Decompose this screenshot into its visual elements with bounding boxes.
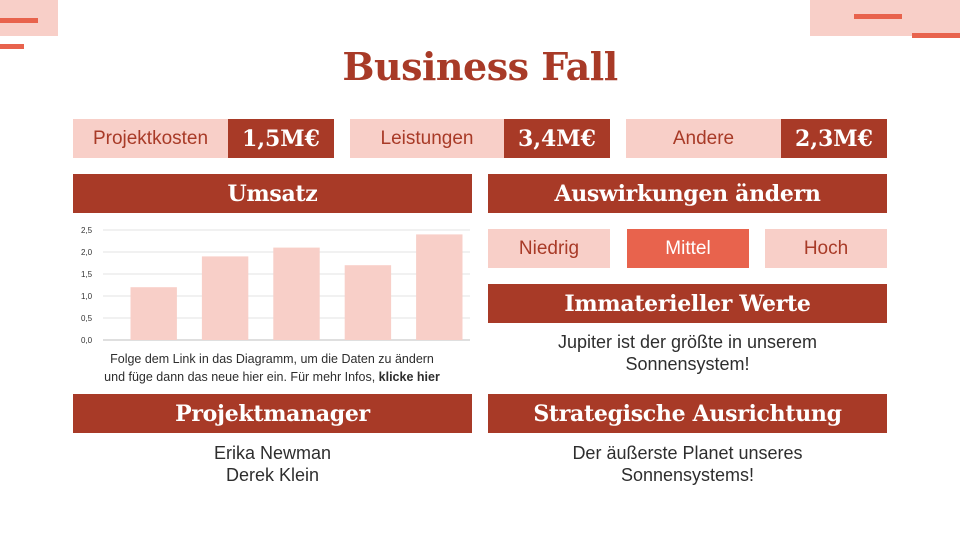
chart-bar bbox=[344, 265, 392, 340]
kpi-label-projektkosten: Projektkosten bbox=[73, 119, 228, 158]
y-tick-label: 0,0 bbox=[81, 336, 93, 345]
impact-option-niedrig[interactable]: Niedrig bbox=[488, 229, 610, 268]
kpi-value-leistungen: 3,4M€ bbox=[504, 119, 610, 158]
chart-bar bbox=[273, 247, 320, 340]
strategisch-line: Der äußerste Planet unseres bbox=[572, 443, 803, 463]
y-tick-label: 1,5 bbox=[81, 270, 93, 279]
y-tick-label: 0,5 bbox=[81, 314, 93, 323]
corner-line-top-left-2 bbox=[0, 44, 24, 49]
chart-note-line2: und füge dann das neue hier ein. Für meh… bbox=[104, 370, 379, 384]
kpi-value-projektkosten: 1,5M€ bbox=[228, 119, 334, 158]
strategisch-line: Sonnensystems! bbox=[620, 465, 755, 485]
manager-list: Erika Newman Derek Klein bbox=[73, 442, 472, 486]
section-header-strategisch: Strategische Ausrichtung bbox=[488, 394, 887, 433]
kpi-label-leistungen: Leistungen bbox=[350, 119, 504, 158]
section-header-umsatz: Umsatz bbox=[73, 174, 472, 213]
corner-line-top-left-1 bbox=[0, 18, 38, 23]
corner-line-top-right-2 bbox=[912, 33, 960, 38]
chart-note-line1: Folge dem Link in das Diagramm, um die D… bbox=[110, 352, 434, 366]
corner-line-top-right-1 bbox=[854, 14, 902, 19]
chart-bar bbox=[130, 287, 177, 340]
y-tick-label: 2,0 bbox=[81, 248, 93, 257]
manager-name: Erika Newman bbox=[213, 443, 332, 463]
impact-option-mittel[interactable]: Mittel bbox=[627, 229, 749, 268]
kpi-label-andere: Andere bbox=[626, 119, 781, 158]
y-tick-label: 1,0 bbox=[81, 292, 93, 301]
immateriell-text: Jupiter ist der größte in unserem Sonnen… bbox=[488, 331, 887, 375]
kpi-value-andere: 2,3M€ bbox=[781, 119, 887, 158]
immateriell-line: Jupiter ist der größte in unserem bbox=[557, 332, 818, 352]
page-title: Business Fall bbox=[342, 44, 618, 89]
section-header-auswirkungen: Auswirkungen ändern bbox=[488, 174, 887, 213]
chart-note: Folge dem Link in das Diagramm, um die D… bbox=[74, 350, 470, 386]
impact-option-hoch[interactable]: Hoch bbox=[765, 229, 887, 268]
chart-bar bbox=[201, 256, 249, 340]
y-tick-label: 2,5 bbox=[81, 226, 93, 235]
manager-name: Derek Klein bbox=[225, 465, 320, 485]
section-header-immateriell: Immaterieller Werte bbox=[488, 284, 887, 323]
chart-note-link[interactable]: klicke hier bbox=[378, 370, 440, 384]
umsatz-chart: 0,0 0,5 1,0 1,5 2,0 2,5 bbox=[81, 226, 470, 345]
section-header-projektmanager: Projektmanager bbox=[73, 394, 472, 433]
strategisch-text: Der äußerste Planet unseres Sonnensystem… bbox=[488, 442, 887, 486]
immateriell-line: Sonnensystem! bbox=[625, 354, 750, 374]
chart-bar bbox=[416, 234, 463, 340]
chart-ticks: 0,0 0,5 1,0 1,5 2,0 2,5 bbox=[81, 226, 93, 345]
chart-bars bbox=[130, 234, 463, 340]
